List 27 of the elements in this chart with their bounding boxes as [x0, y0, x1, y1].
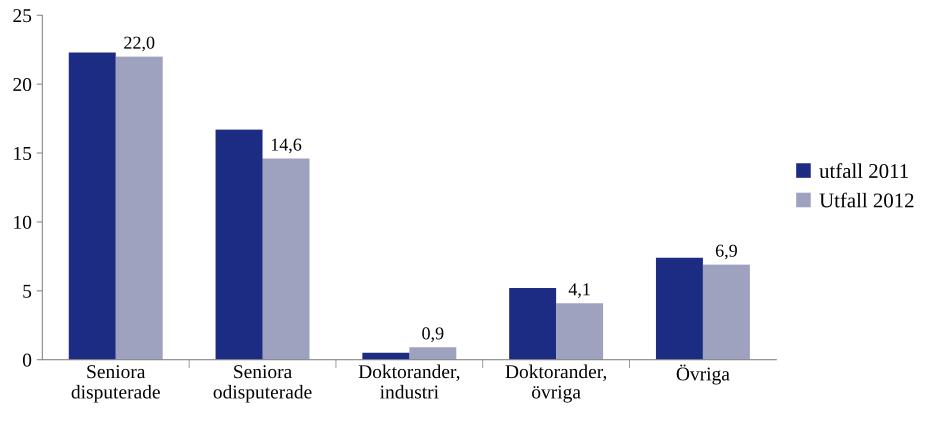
legend-label: Utfall 2012	[820, 192, 914, 208]
data-label: 0,9	[422, 327, 444, 342]
y-tick-label: 20	[13, 78, 32, 92]
bar	[702, 264, 750, 360]
data-label: 4,1	[568, 283, 590, 298]
bar	[509, 288, 556, 360]
x-tick-label: Doktorander, övriga	[506, 364, 606, 403]
x-tick-label: Doktorander, industri	[358, 364, 460, 399]
bar	[556, 303, 604, 360]
bar	[68, 52, 116, 360]
y-tick-label: 5	[23, 284, 32, 298]
y-tick-label: 10	[14, 216, 32, 229]
data-label: 22,0	[124, 36, 154, 52]
x-tick-label: Seniora disputerade	[72, 365, 160, 403]
data-label: 6,9	[716, 244, 737, 260]
bar	[656, 258, 703, 360]
x-tick-label: Seniora odisputerade	[214, 365, 312, 403]
bar	[262, 158, 310, 360]
y-tick-label: 0	[22, 354, 32, 367]
data-label: 14,6	[272, 138, 302, 154]
bar	[216, 130, 263, 360]
bar	[116, 56, 163, 360]
y-tick-label: 15	[14, 146, 32, 160]
y-tick-label: 25	[13, 9, 32, 22]
legend-label: utfall 2011	[819, 163, 908, 178]
bar	[409, 347, 456, 360]
x-tick-label: Övriga	[676, 364, 730, 385]
